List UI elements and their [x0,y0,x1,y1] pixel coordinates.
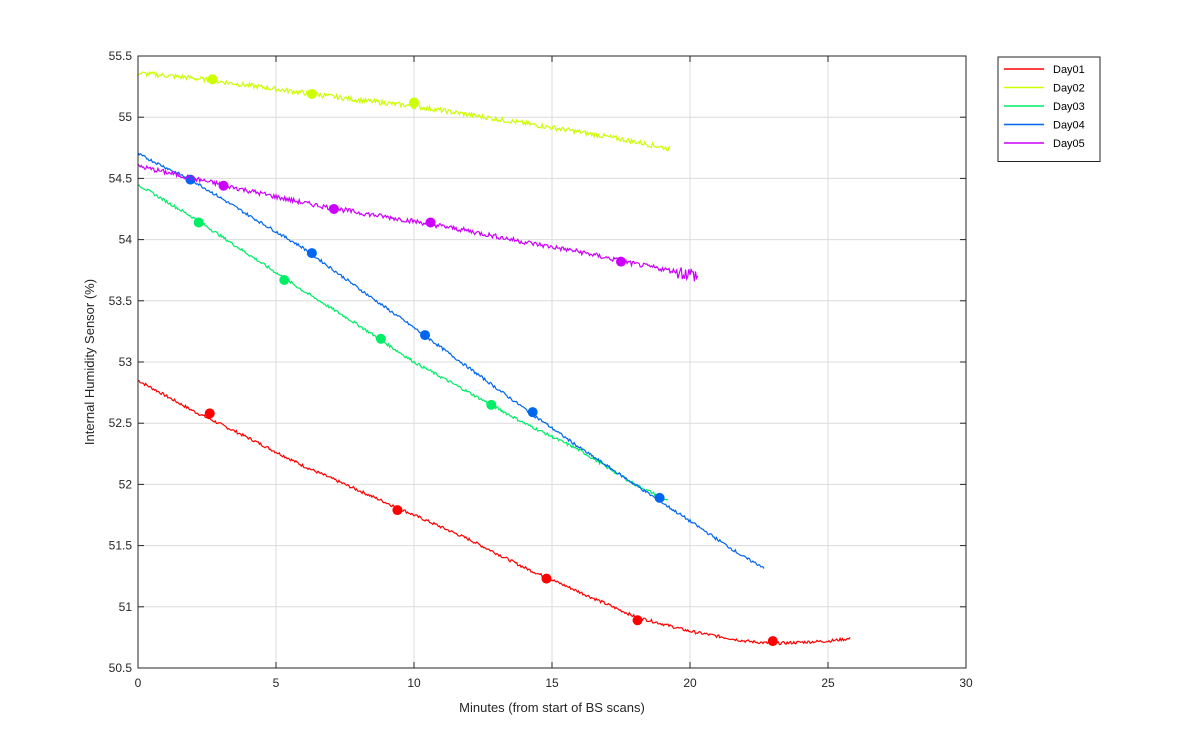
y-tick-label: 52.5 [109,416,133,430]
series-line-day05 [137,163,699,282]
legend: Day01 Day02 Day03 Day04 Day05 [997,56,1101,162]
y-tick-label: 54 [119,233,133,247]
tick-layer: 0 5 10 15 20 25 30 50.5 51 51.5 52 52.5 53 53.5 54 54.5… [109,49,973,690]
data-marker-day04 [306,248,317,259]
x-axis-label: Minutes (from start of BS scans) [459,700,645,715]
data-marker-day02 [207,74,218,85]
data-marker-day02 [409,97,419,108]
data-marker-day01 [767,636,778,647]
series-day05 [137,163,699,282]
series-line-day02 [138,70,671,152]
y-tick-label: 51.5 [109,539,133,553]
series-day03 [137,184,669,501]
y-tick-label: 51 [119,600,133,614]
data-marker-day01 [204,408,215,419]
data-marker-day05 [616,256,626,267]
x-tick-label: 10 [407,676,421,690]
x-tick-label: 25 [821,676,835,690]
data-marker-day03 [279,274,290,285]
grid [137,55,967,669]
legend-box [997,56,1101,162]
data-marker-day04 [420,330,431,341]
data-marker-day01 [541,573,552,584]
x-tick-label: 30 [959,676,973,690]
legend-label: Day03 [1053,101,1085,113]
x-tick-label: 0 [135,676,142,690]
data-marker-day02 [306,88,317,99]
data-marker-day03 [375,333,386,344]
x-tick-label: 5 [273,676,280,690]
legend-label: Day02 [1053,83,1085,95]
series-line-day03 [137,184,669,501]
legend-label: Day05 [1053,138,1085,150]
data-marker-day04 [527,407,538,418]
y-axis-label: Internal Humidity Sensor (%) [82,279,97,445]
y-tick-label: 53 [119,355,133,369]
legend-label: Day01 [1053,64,1085,76]
data-marker-day03 [486,399,497,410]
data-marker-day01 [392,505,403,516]
y-tick-label: 52 [119,477,133,491]
legend-label: Day04 [1053,120,1085,132]
y-tick-label: 54.5 [109,171,133,185]
series-day02 [138,70,671,152]
x-tick-label: 15 [545,676,559,690]
y-tick-label: 53.5 [109,294,133,308]
data-marker-day05 [218,180,229,191]
series-layer [137,70,851,647]
y-tick-label: 55.5 [109,49,133,63]
data-marker-day04 [654,492,665,503]
y-tick-label: 50.5 [109,661,133,675]
series-day04 [137,152,765,569]
series-line-day01 [137,379,851,646]
series-day01 [137,379,851,647]
data-marker-day05 [425,217,436,228]
data-marker-day01 [632,615,643,626]
data-marker-day05 [328,204,339,214]
data-marker-day03 [193,217,204,228]
x-tick-label: 20 [683,676,697,690]
series-line-day04 [137,152,765,569]
y-tick-label: 55 [119,110,133,124]
